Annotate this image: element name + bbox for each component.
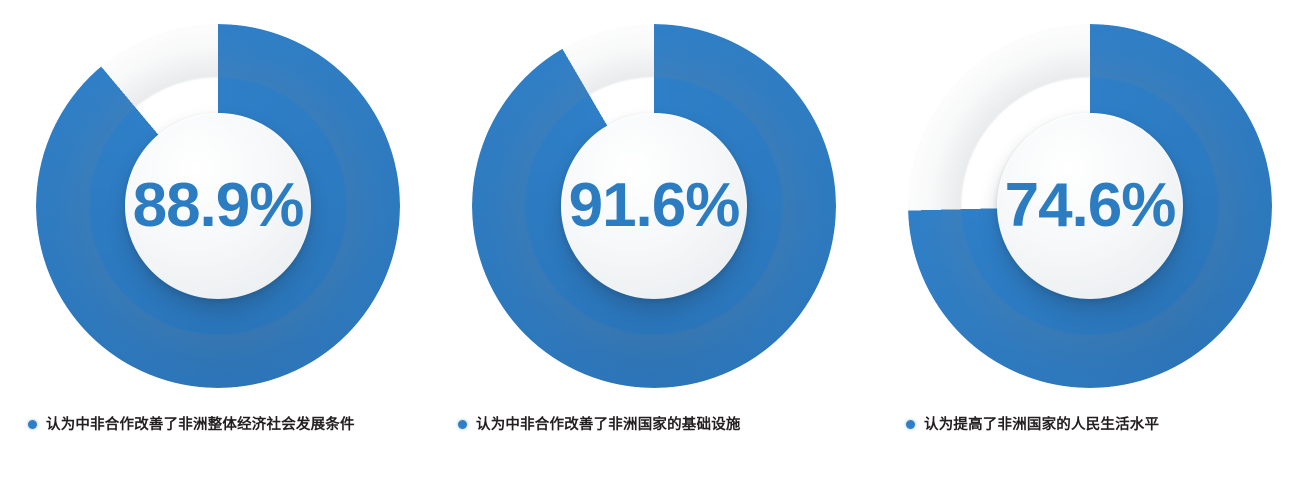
donut-hub-1: 88.9% xyxy=(125,113,311,299)
legend-bullet-icon-1 xyxy=(28,420,37,429)
chart-panel-2: 91.6% 认为中非合作改善了非洲国家的基础设施 xyxy=(436,0,872,500)
legend-bullet-icon-3 xyxy=(906,420,915,429)
donut-hub-2: 91.6% xyxy=(561,113,747,299)
donut-value-label-2: 91.6% xyxy=(568,171,741,240)
legend-label-3: 认为提高了非洲国家的人民生活水平 xyxy=(924,417,1160,433)
donut-chart-3: 74.6% xyxy=(908,24,1272,388)
donut-hub-3: 74.6% xyxy=(997,113,1183,299)
chart-panel-3: 74.6% 认为提高了非洲国家的人民生活水平 xyxy=(872,0,1308,500)
donut-chart-1: 88.9% xyxy=(36,24,400,388)
legend-label-2: 认为中非合作改善了非洲国家的基础设施 xyxy=(476,417,741,433)
donut-value-label-3: 74.6% xyxy=(1004,171,1177,240)
legend-2: 认为中非合作改善了非洲国家的基础设施 xyxy=(458,414,864,437)
chart-panel-1: 88.9% 认为中非合作改善了非洲整体经济社会发展条件 xyxy=(0,0,436,500)
legend-label-1: 认为中非合作改善了非洲整体经济社会发展条件 xyxy=(46,417,355,433)
legend-3: 认为提高了非洲国家的人民生活水平 xyxy=(906,414,1300,437)
donut-chart-2: 91.6% xyxy=(472,24,836,388)
donut-value-label-1: 88.9% xyxy=(132,171,305,240)
legend-bullet-icon-2 xyxy=(458,420,467,429)
legend-1: 认为中非合作改善了非洲整体经济社会发展条件 xyxy=(28,414,376,437)
